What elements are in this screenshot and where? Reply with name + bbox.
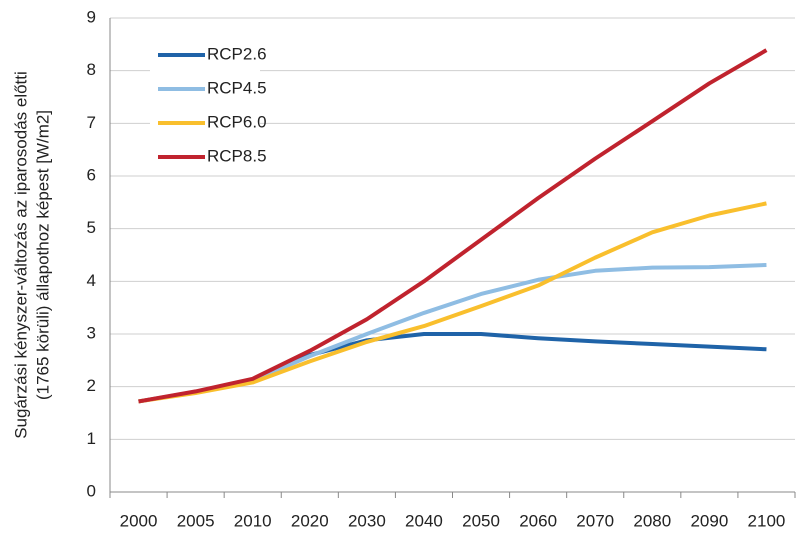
series-line bbox=[138, 332, 767, 404]
y-tick-label: 6 bbox=[87, 165, 96, 184]
legend-label: RCP6.0 bbox=[207, 112, 267, 131]
x-tick-label: 2010 bbox=[234, 511, 272, 530]
y-tick-label: 1 bbox=[87, 429, 96, 448]
x-tick-label: 2030 bbox=[348, 511, 386, 530]
y-tick-label: 4 bbox=[87, 271, 96, 290]
x-tick-label: 2100 bbox=[748, 511, 786, 530]
legend-label: RCP4.5 bbox=[207, 78, 267, 97]
y-tick-label: 2 bbox=[87, 376, 96, 395]
series-line bbox=[138, 201, 767, 404]
x-tick-label: 2005 bbox=[177, 511, 215, 530]
y-tick-label: 9 bbox=[87, 7, 96, 26]
legend-label: RCP2.6 bbox=[207, 44, 267, 63]
x-tick-label: 2000 bbox=[120, 511, 158, 530]
y-tick-label: 7 bbox=[87, 113, 96, 132]
x-tick-label: 2070 bbox=[576, 511, 614, 530]
y-tick-label: 3 bbox=[87, 323, 96, 342]
y-tick-label: 0 bbox=[87, 481, 96, 500]
y-tick-label: 8 bbox=[87, 60, 96, 79]
y-axis-label: (1765 körüli) állapothoz képest [W/m2] bbox=[33, 110, 52, 400]
x-tick-label: 2040 bbox=[405, 511, 443, 530]
y-axis-label: Sugárzási kényszer-változás az iparosodá… bbox=[11, 71, 30, 439]
x-tick-label: 2060 bbox=[519, 511, 557, 530]
x-tick-label: 2090 bbox=[690, 511, 728, 530]
x-tick-label: 2080 bbox=[633, 511, 671, 530]
x-tick-label: 2050 bbox=[462, 511, 500, 530]
x-tick-label: 2020 bbox=[291, 511, 329, 530]
y-tick-label: 5 bbox=[87, 218, 96, 237]
legend-box bbox=[150, 38, 260, 174]
series-line bbox=[138, 48, 768, 404]
legend-label: RCP8.5 bbox=[207, 146, 267, 165]
